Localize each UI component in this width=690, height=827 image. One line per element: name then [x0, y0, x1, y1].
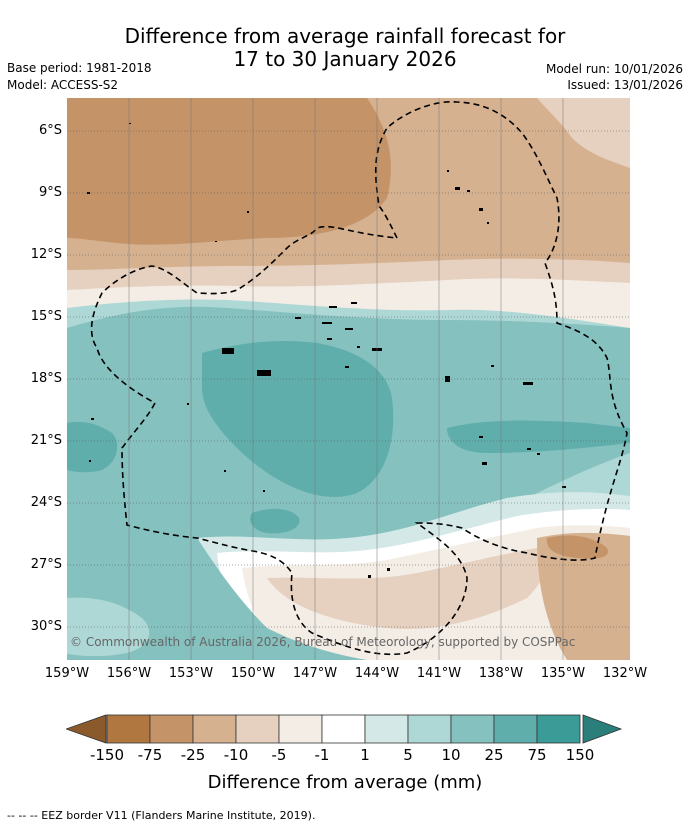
model-label: Model: ACCESS-S2	[7, 78, 119, 92]
lat-label: 12°S	[30, 247, 62, 262]
model-run-label: Model run: 10/01/2026	[545, 62, 683, 76]
copyright-notice: © Commonwealth of Australia 2026, Bureau…	[70, 635, 575, 649]
south-band-tan	[537, 532, 630, 660]
eez-legend: -- -- -- EEZ border V11 (Flanders Marine…	[7, 809, 316, 822]
colorbar-tick-label: -1	[314, 746, 330, 764]
colorbar-tick-label: 1	[360, 746, 370, 764]
lat-label: 24°S	[30, 495, 62, 510]
colorbar-tick-label: 10	[441, 746, 461, 764]
issued-label: Issued: 13/01/2026	[567, 78, 683, 92]
colorbar-tick-label: 5	[403, 746, 413, 764]
colorbar-cells	[106, 714, 581, 744]
southwest-lighter	[67, 597, 150, 657]
wet-band-dark-west	[67, 421, 118, 473]
colorbar-tick-label: -5	[271, 746, 287, 764]
colorbar-cell	[364, 714, 409, 744]
colorbar-cell	[106, 714, 151, 744]
lat-label: 21°S	[30, 433, 62, 448]
lat-label: 27°S	[30, 557, 62, 572]
colorbar-cell	[493, 714, 538, 744]
lon-label: 141°W	[416, 666, 462, 681]
colorbar-cell	[278, 714, 323, 744]
lon-label: 144°W	[354, 666, 400, 681]
lat-label: 6°S	[38, 123, 62, 138]
lon-label: 153°W	[168, 666, 214, 681]
dry-band-brown	[67, 98, 391, 245]
colorbar-tick-label: 25	[484, 746, 504, 764]
map-title-line2: 17 to 30 January 2026	[233, 47, 457, 71]
colorbar-cell	[407, 714, 452, 744]
lat-label: 15°S	[30, 309, 62, 324]
lon-label: 132°W	[602, 666, 648, 681]
lon-label: 135°W	[540, 666, 586, 681]
colorbar-over-arrow	[582, 714, 623, 744]
colorbar-tick-label: 150	[565, 746, 595, 764]
wet-band-dark	[202, 341, 394, 497]
colorbar-tick-label: -150	[89, 746, 125, 764]
base-period-label: Base period: 1981-2018	[7, 61, 152, 75]
map-title-line1: Difference from average rainfall forecas…	[124, 24, 566, 48]
dry-band-light-inner	[537, 98, 630, 168]
colorbar-cell	[536, 714, 581, 744]
colorbar	[66, 714, 623, 744]
rainfall-difference-map: © Commonwealth of Australia 2026, Bureau…	[67, 98, 630, 660]
colorbar-cell	[321, 714, 366, 744]
colorbar-cell	[450, 714, 495, 744]
lon-label: 159°W	[44, 666, 90, 681]
colorbar-cell	[192, 714, 237, 744]
wet-band-dark-south	[250, 508, 300, 534]
colorbar-title: Difference from average (mm)	[207, 772, 483, 793]
colorbar-under-arrow	[66, 714, 107, 744]
colorbar-tick-label: -25	[180, 746, 206, 764]
eez-borders	[90, 100, 628, 656]
colorbar-cell	[235, 714, 280, 744]
colorbar-tick-label: -10	[223, 746, 249, 764]
colorbar-tick-label: 75	[527, 746, 547, 764]
south-band-brown-small	[546, 535, 608, 559]
lon-label: 150°W	[230, 666, 276, 681]
lon-label: 138°W	[478, 666, 524, 681]
south-band-lightbrown	[267, 548, 548, 629]
lat-label: 30°S	[30, 619, 62, 634]
lat-gridlines	[67, 130, 630, 628]
lat-label: 9°S	[38, 185, 62, 200]
lon-label: 147°W	[292, 666, 338, 681]
lon-gridlines	[128, 98, 564, 660]
lat-label: 18°S	[30, 371, 62, 386]
colorbar-tick-label: -75	[137, 746, 163, 764]
wet-band-dark-east	[447, 420, 630, 453]
lon-label: 156°W	[106, 666, 152, 681]
colorbar-cell	[149, 714, 194, 744]
